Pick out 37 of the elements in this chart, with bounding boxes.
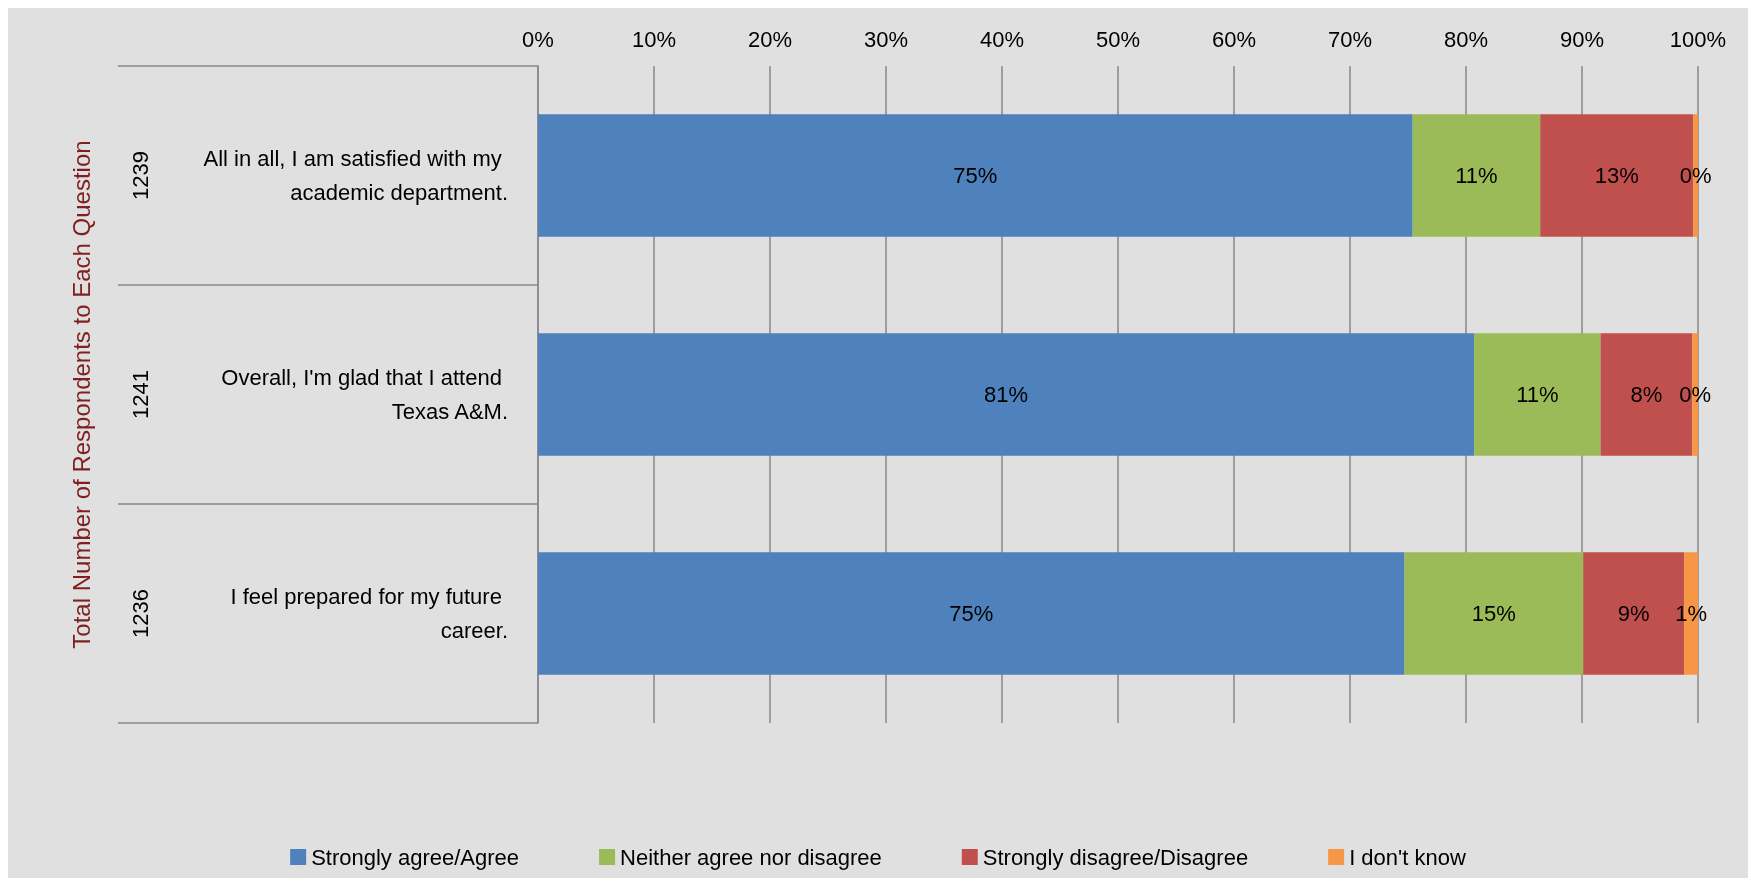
- text: 1239: [127, 151, 153, 200]
- text: 1241: [127, 370, 153, 419]
- bar: [1404, 552, 1584, 675]
- y-axis-title: Total Number of Respondents to Each Question: [67, 140, 95, 649]
- data-label: 8%: [1630, 382, 1663, 407]
- bar: [538, 552, 1405, 675]
- text: 1236: [127, 589, 153, 638]
- x-tick-label: 50%: [1095, 26, 1141, 52]
- legend-label: Neither agree nor disagree: [620, 844, 882, 870]
- data-label: 81%: [984, 382, 1029, 407]
- y-tick-label: All in all, I am satisfied with my academic department.: [203, 146, 508, 205]
- y-tick-label: I feel prepared for my future career.: [230, 584, 508, 643]
- x-tick-label: 100%: [1669, 26, 1727, 52]
- bar: [538, 333, 1475, 456]
- x-tick-label: 90%: [1559, 26, 1605, 52]
- x-tick-label: 80%: [1443, 26, 1489, 52]
- data-label: 13%: [1594, 163, 1639, 188]
- x-tick-label: 10%: [631, 26, 677, 52]
- y-tick-label: Overall, I'm glad that I attend Texas A&M.: [221, 365, 508, 424]
- legend-label: I don't know: [1349, 844, 1466, 870]
- bar: [1412, 114, 1541, 237]
- legend-label: Strongly agree/Agree: [311, 844, 520, 870]
- bar: [538, 114, 1413, 237]
- x-tick-label: 40%: [979, 26, 1025, 52]
- x-tick-label: 60%: [1211, 26, 1257, 52]
- x-tick-label: 20%: [747, 26, 793, 52]
- bar: [1474, 333, 1601, 456]
- x-tick-label: 70%: [1327, 26, 1373, 52]
- data-label: 11%: [1516, 382, 1559, 407]
- data-label: 11%: [1455, 163, 1498, 188]
- data-label: 15%: [1471, 601, 1516, 626]
- x-tick-label: 0%: [522, 26, 554, 52]
- data-label: 9%: [1617, 601, 1650, 626]
- data-label: 75%: [949, 601, 994, 626]
- x-tick-label: 30%: [863, 26, 909, 52]
- legend-label: Strongly disagree/Disagree: [982, 844, 1249, 870]
- data-label: 75%: [953, 163, 998, 188]
